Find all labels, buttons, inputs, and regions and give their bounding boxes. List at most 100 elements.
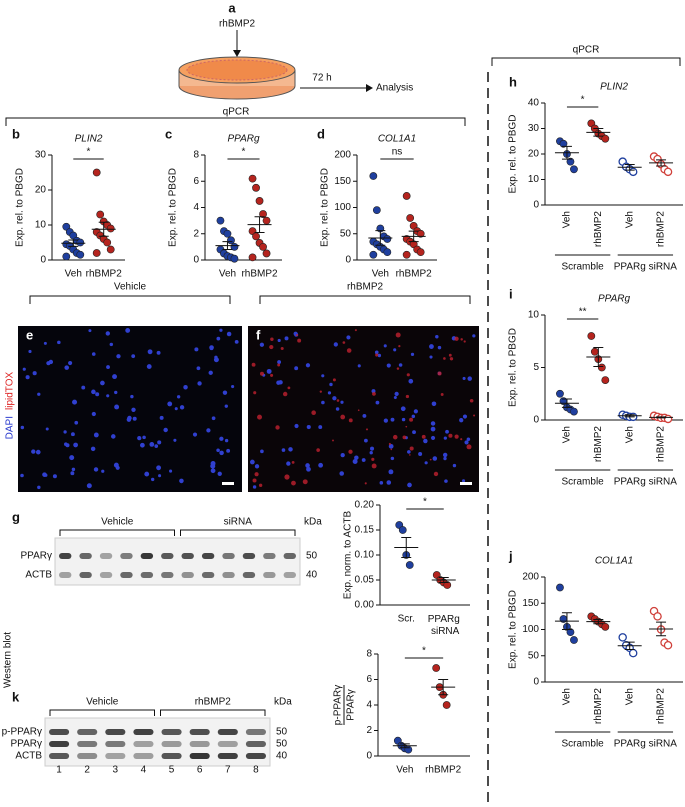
lipid bbox=[473, 414, 476, 417]
data-point bbox=[566, 157, 575, 166]
nucleus bbox=[130, 394, 134, 399]
lipid bbox=[371, 457, 375, 461]
band bbox=[245, 729, 266, 735]
y-tick-label: 10 bbox=[528, 174, 540, 185]
x-tick-label: rhBMP2 bbox=[593, 426, 604, 463]
nucleus bbox=[424, 461, 428, 465]
image-title: rhBMP2 bbox=[347, 282, 384, 293]
nucleus bbox=[386, 363, 391, 368]
lipid bbox=[252, 478, 257, 483]
time-label: 72 h bbox=[312, 73, 331, 84]
nucleus bbox=[214, 355, 218, 360]
lipid bbox=[371, 463, 377, 469]
nucleus bbox=[294, 423, 299, 429]
y-tick-label: 150 bbox=[334, 176, 351, 187]
y-tick-label: 0.20 bbox=[355, 500, 375, 511]
panel-label: b bbox=[12, 126, 20, 141]
nucleus bbox=[432, 456, 438, 461]
data-point bbox=[402, 192, 411, 200]
nucleus bbox=[106, 394, 110, 398]
nucleus bbox=[176, 395, 181, 399]
nucleus bbox=[20, 473, 24, 478]
y-tick-label: 50 bbox=[528, 650, 540, 661]
band bbox=[59, 553, 72, 559]
nucleus bbox=[64, 365, 70, 370]
nucleus bbox=[437, 345, 442, 350]
lipid bbox=[357, 409, 360, 412]
nucleus bbox=[95, 392, 100, 397]
nucleus bbox=[70, 471, 75, 476]
nucleus bbox=[305, 363, 311, 368]
nucleus bbox=[318, 462, 324, 468]
x-tick-label: Veh bbox=[562, 211, 573, 228]
nucleus bbox=[32, 371, 37, 376]
panel-label: g bbox=[12, 509, 20, 524]
nucleus bbox=[335, 407, 340, 411]
nucleus bbox=[430, 421, 436, 426]
nucleus bbox=[318, 425, 323, 430]
chart-title: PPARg bbox=[598, 294, 630, 305]
nucleus bbox=[159, 415, 164, 420]
nucleus bbox=[219, 436, 224, 441]
micrograph bbox=[18, 326, 242, 492]
nucleus bbox=[472, 334, 476, 338]
nucleus bbox=[393, 348, 397, 352]
nucleus bbox=[234, 339, 239, 344]
lipid bbox=[433, 471, 439, 477]
group-label: Scramble bbox=[562, 262, 605, 273]
band bbox=[133, 741, 154, 747]
significance-label: * bbox=[422, 646, 426, 657]
y-tick-label: 0 bbox=[533, 415, 539, 426]
x-tick-label: Veh bbox=[372, 269, 389, 280]
nucleus bbox=[226, 331, 232, 337]
nucleus bbox=[408, 378, 414, 384]
panel-label: k bbox=[12, 689, 20, 704]
band bbox=[263, 572, 276, 578]
data-point bbox=[255, 197, 264, 205]
nucleus bbox=[144, 471, 150, 477]
kda-value: 50 bbox=[276, 739, 288, 750]
y-axis-label: Exp. rel. to PBGD bbox=[15, 168, 26, 247]
lipid bbox=[449, 357, 454, 361]
nucleus bbox=[254, 464, 260, 469]
kda-label: kDa bbox=[304, 517, 322, 528]
nucleus bbox=[91, 352, 96, 356]
nucleus bbox=[294, 366, 299, 371]
y-tick-label: 0 bbox=[366, 751, 372, 762]
data-point bbox=[262, 249, 271, 258]
band bbox=[120, 553, 133, 559]
error-bar bbox=[438, 577, 449, 583]
nucleus bbox=[286, 461, 291, 466]
lipid bbox=[460, 438, 463, 441]
data-point bbox=[106, 224, 115, 233]
band bbox=[283, 553, 296, 559]
data-point bbox=[442, 701, 451, 709]
panel-label: f bbox=[256, 327, 261, 342]
nucleus bbox=[57, 340, 61, 345]
y-tick-label: 20 bbox=[35, 185, 47, 196]
x-tick-label: PPARg siRNA bbox=[428, 614, 460, 637]
data-point bbox=[223, 229, 232, 238]
significance-label: * bbox=[423, 497, 427, 508]
nucleus bbox=[194, 347, 199, 352]
y-tick-label: 100 bbox=[522, 624, 539, 635]
lane-number: 3 bbox=[113, 765, 119, 776]
lipid bbox=[365, 428, 369, 431]
data-point bbox=[628, 167, 638, 177]
lipid bbox=[302, 479, 308, 485]
nucleus bbox=[173, 438, 177, 442]
nucleus bbox=[266, 368, 272, 374]
nucleus bbox=[71, 467, 76, 472]
data-point bbox=[618, 633, 627, 642]
x-tick-label: Veh bbox=[219, 269, 236, 280]
y-tick-label: 40 bbox=[528, 98, 540, 109]
lipid bbox=[463, 340, 466, 343]
nucleus bbox=[224, 404, 228, 408]
nucleus bbox=[364, 438, 368, 443]
nucleus bbox=[206, 428, 211, 433]
error-bar bbox=[624, 414, 635, 418]
y-tick-label: 10 bbox=[528, 310, 540, 321]
nucleus bbox=[28, 349, 32, 354]
panel-label: h bbox=[509, 74, 517, 89]
lipid bbox=[332, 439, 334, 442]
